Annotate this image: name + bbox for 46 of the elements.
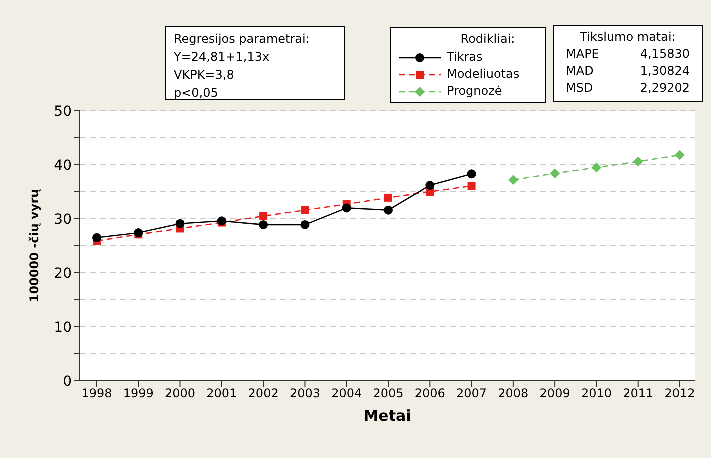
x-tick-label: 2003 bbox=[290, 386, 320, 401]
x-tick-label: 2007 bbox=[456, 386, 488, 401]
x-tick-label: 2011 bbox=[623, 386, 654, 401]
x-tick-label: 2000 bbox=[165, 386, 196, 401]
x-axis-title: Metai bbox=[364, 407, 412, 425]
point bbox=[301, 206, 310, 214]
y-axis-title: 100000 -čių vyrų bbox=[27, 188, 42, 303]
legend-title: Rodikliai: bbox=[460, 31, 516, 48]
x-tick-label: 1998 bbox=[82, 386, 112, 401]
point bbox=[176, 219, 185, 228]
x-tick-label: 2009 bbox=[540, 386, 570, 401]
text: Regresijos parametrai: Y=24,81+1,13x VKPK=3,8 p<0,05 bbox=[174, 31, 311, 102]
x-tick-label: 2005 bbox=[373, 386, 404, 401]
point bbox=[468, 182, 476, 190]
legend-label: Prognozė bbox=[447, 83, 502, 100]
x-tick-label: 2012 bbox=[664, 386, 696, 401]
point bbox=[259, 220, 268, 230]
point bbox=[508, 175, 518, 186]
x-tick-label: 2004 bbox=[332, 386, 362, 401]
x-tick-label: 1999 bbox=[123, 386, 154, 401]
point bbox=[260, 212, 268, 220]
point bbox=[92, 233, 102, 242]
point bbox=[592, 162, 602, 173]
point bbox=[342, 204, 352, 213]
text: Tikslumo matai: MAPE 4,15830 MAD 1,30824 MSD 2,29202 bbox=[566, 30, 690, 95]
x-tick-label: 2002 bbox=[248, 386, 279, 401]
point bbox=[300, 220, 310, 230]
point bbox=[426, 181, 435, 190]
point bbox=[384, 194, 392, 202]
x-tick-label: 2001 bbox=[206, 386, 238, 401]
y-tick-label: 0 bbox=[63, 374, 72, 390]
x-tick-label: 2008 bbox=[498, 386, 529, 401]
point bbox=[467, 170, 476, 179]
legend-label: Tikras bbox=[447, 49, 483, 66]
point bbox=[675, 150, 685, 160]
y-tick-label: 20 bbox=[54, 266, 72, 282]
y-tick-label: 10 bbox=[54, 320, 72, 336]
x-tick-label: 2010 bbox=[581, 386, 612, 401]
point bbox=[550, 168, 560, 179]
point bbox=[384, 206, 393, 215]
y-tick-label: 50 bbox=[54, 104, 72, 120]
point bbox=[633, 156, 644, 167]
legend-label: Modeliuotas bbox=[447, 66, 520, 83]
y-tick-label: 40 bbox=[54, 158, 72, 174]
y-tick-label: 30 bbox=[54, 212, 72, 228]
x-tick-label: 2006 bbox=[414, 386, 446, 401]
